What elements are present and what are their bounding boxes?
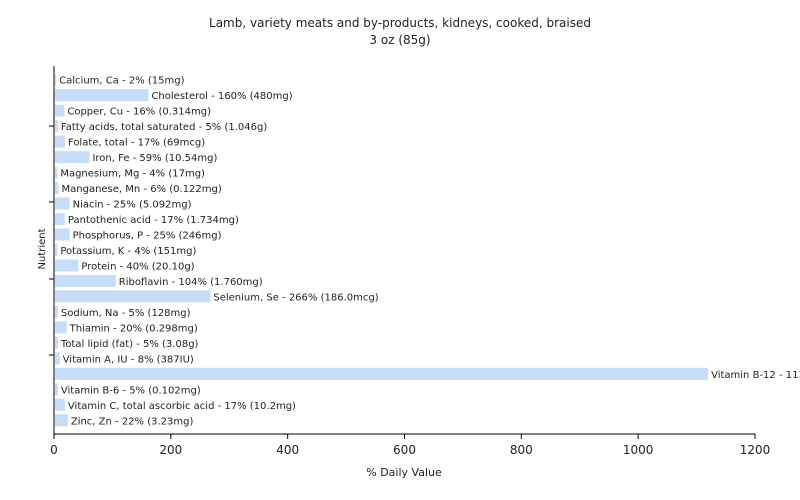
bar-label: Niacin - 25% (5.092mg) — [73, 200, 192, 211]
bar — [55, 290, 211, 303]
bar-label: Phosphorus, P - 25% (246mg) — [73, 231, 222, 242]
bar — [55, 213, 65, 226]
bar-label: Protein - 40% (20.10g) — [81, 261, 194, 272]
bar — [55, 244, 58, 256]
x-tick-label: 800 — [510, 443, 533, 457]
bar-label: Sodium, Na - 5% (128mg) — [61, 308, 191, 319]
x-axis-label: % Daily Value — [366, 466, 442, 479]
bar-label: Vitamin B-6 - 5% (0.102mg) — [61, 385, 201, 396]
bar-label: Vitamin A, IU - 8% (387IU) — [63, 354, 194, 365]
x-tick-label: 1200 — [740, 443, 771, 457]
bar — [55, 367, 709, 380]
bar-label: Cholesterol - 160% (480mg) — [151, 91, 292, 102]
x-ticks-group: 0 200 400 600 800 1000 1200 — [50, 434, 770, 457]
bar — [55, 166, 58, 179]
bar — [55, 197, 70, 210]
bar — [55, 135, 65, 148]
bars-group — [55, 73, 709, 427]
bar — [55, 398, 65, 411]
bar-label: Zinc, Zn - 22% (3.23mg) — [71, 416, 194, 427]
bar — [55, 228, 70, 241]
bar — [55, 182, 59, 195]
bar-label: Calcium, Ca - 2% (15mg) — [59, 76, 184, 87]
chart-title: Lamb, variety meats and by-products, kid… — [209, 16, 591, 30]
bar-label: Vitamin B-12 - 1118% (67.06mcg) — [711, 370, 800, 381]
bar-label: Copper, Cu - 16% (0.314mg) — [67, 107, 211, 118]
y-axis-label: Nutrient — [37, 228, 48, 269]
bar-label: Pantothenic acid - 17% (1.734mg) — [68, 215, 239, 226]
x-tick-label: 400 — [276, 443, 299, 457]
bar — [55, 336, 58, 349]
bar-label: Total lipid (fat) - 5% (3.08g) — [60, 339, 199, 350]
bar — [55, 151, 90, 164]
bar-label: Thiamin - 20% (0.298mg) — [69, 323, 198, 334]
bar-label: Iron, Fe - 59% (10.54mg) — [92, 153, 217, 164]
x-tick-label: 600 — [393, 443, 416, 457]
bar — [55, 414, 68, 427]
bar-labels-group: Calcium, Ca - 2% (15mg) Cholesterol - 160… — [59, 76, 800, 428]
bar-label: Manganese, Mn - 6% (0.122mg) — [62, 184, 222, 195]
bar-label: Riboflavin - 104% (1.760mg) — [119, 277, 263, 288]
x-tick-label: 0 — [50, 443, 58, 457]
bar-label: Selenium, Se - 266% (186.0mcg) — [213, 292, 378, 303]
bar-label: Vitamin C, total ascorbic acid - 17% (10… — [68, 401, 296, 412]
bar-label: Potassium, K - 4% (151mg) — [60, 246, 196, 257]
bar — [55, 321, 67, 334]
bar — [55, 89, 149, 102]
bar — [55, 259, 79, 272]
bar — [55, 120, 58, 133]
y-ticks-group — [49, 125, 54, 356]
bar — [55, 305, 58, 318]
chart-subtitle: 3 oz (85g) — [369, 33, 431, 47]
bar — [55, 274, 116, 287]
bar-label: Magnesium, Mg - 4% (17mg) — [60, 169, 205, 180]
bar — [55, 383, 58, 396]
x-tick-label: 200 — [159, 443, 182, 457]
x-tick-label: 1000 — [623, 443, 654, 457]
bar — [55, 352, 60, 365]
bar — [55, 73, 57, 86]
bar — [55, 104, 65, 117]
bar-label: Fatty acids, total saturated - 5% (1.046… — [61, 122, 267, 133]
bar-label: Folate, total - 17% (69mcg) — [68, 138, 205, 149]
